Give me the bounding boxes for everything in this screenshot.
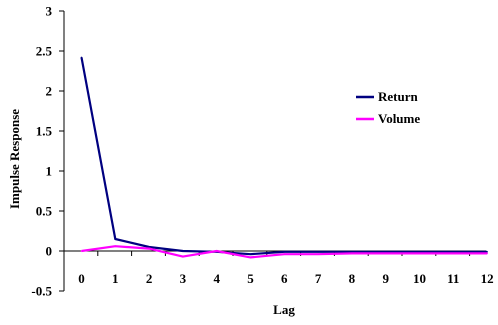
data-point-volume: [215, 250, 218, 252]
series-lines: [80, 56, 488, 259]
data-point-volume: [351, 252, 353, 255]
data-point-volume: [418, 252, 421, 255]
x-tick-label: 1: [112, 271, 119, 286]
y-tick-label: 1: [46, 164, 53, 179]
data-point-volume: [317, 253, 319, 255]
x-tick-label: 10: [413, 271, 426, 286]
y-tick-label: 2: [46, 84, 53, 99]
legend-box: [351, 86, 440, 134]
data-point-return: [384, 251, 387, 253]
x-tick-label: 4: [213, 271, 220, 286]
x-tick-label: 5: [247, 271, 254, 286]
y-tick-label: 1.5: [36, 124, 53, 139]
x-tick-label: 0: [78, 271, 85, 286]
y-axis: 3 2.5 2 1.5 1 0.5 0 -0.5: [31, 4, 65, 299]
data-point-return: [486, 251, 488, 253]
data-point-return: [283, 251, 286, 253]
x-tick-label: 3: [180, 271, 187, 286]
data-point-volume: [384, 252, 387, 255]
y-tick-label: 3: [46, 4, 53, 19]
y-tick-label: 0.5: [36, 204, 53, 219]
data-point-return: [182, 250, 184, 252]
data-point-return: [249, 253, 252, 255]
legend-label-volume: Volume: [378, 111, 420, 126]
x-tick-label: 2: [146, 271, 153, 286]
x-tick-label: 12: [481, 271, 494, 286]
data-point-return: [418, 251, 421, 253]
legend-label-return: Return: [378, 89, 418, 104]
data-point-volume: [80, 250, 83, 252]
x-axis-title: Lag: [273, 302, 295, 317]
x-tick-label: 7: [315, 271, 322, 286]
y-tick-label: 2.5: [36, 44, 53, 59]
x-tick-label: 9: [382, 271, 389, 286]
data-point-volume: [486, 252, 488, 255]
data-point-return: [351, 251, 353, 253]
data-point-volume: [249, 256, 252, 259]
data-point-volume: [283, 253, 286, 255]
data-point-volume: [452, 252, 455, 255]
y-tick-label: -0.5: [31, 284, 52, 299]
x-tick-label: 11: [447, 271, 459, 286]
x-tick-label: 8: [349, 271, 356, 286]
data-point-return: [317, 251, 319, 253]
data-point-volume: [148, 247, 150, 250]
y-tick-label: 0: [46, 244, 53, 259]
data-point-return: [452, 251, 455, 253]
data-point-return: [148, 246, 150, 248]
data-point-return: [114, 238, 117, 240]
data-point-volume: [182, 255, 184, 258]
y-axis-title: Impulse Response: [7, 109, 22, 209]
data-point-volume: [114, 245, 117, 247]
x-tick-label: 6: [281, 271, 288, 286]
data-point-return: [80, 56, 83, 59]
legend: Return Volume: [351, 86, 440, 134]
x-axis: 0 1 2 3 4 5 6 7 8 9 10 11 12: [63, 250, 494, 286]
